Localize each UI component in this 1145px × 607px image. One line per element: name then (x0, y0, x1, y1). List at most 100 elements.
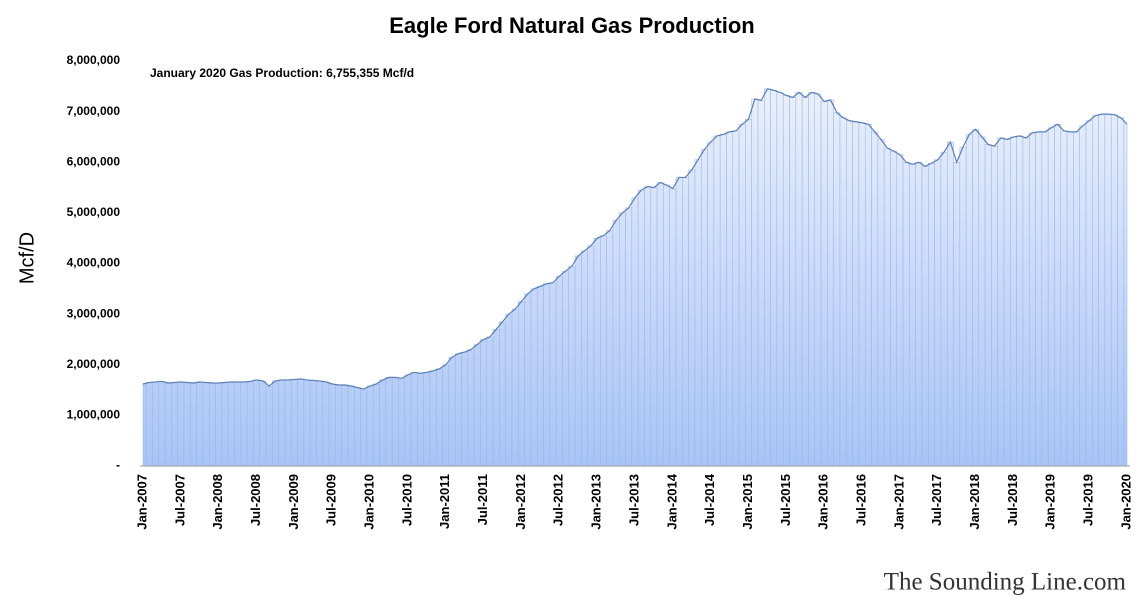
area-column (827, 99, 834, 467)
area-column (240, 381, 248, 467)
area-column (1104, 113, 1112, 467)
x-tick-label: Jul-2018 (1005, 474, 1020, 526)
area-column (208, 382, 216, 467)
area-column (902, 162, 910, 467)
area-column (303, 379, 311, 467)
area-column (846, 120, 853, 467)
x-tick-label: Jul-2007 (172, 474, 187, 526)
area-column (290, 379, 298, 467)
area-column (171, 382, 178, 467)
area-column (612, 220, 620, 467)
area-column (360, 388, 368, 467)
area-column (637, 189, 645, 467)
area-column (417, 373, 424, 467)
area-column (309, 380, 317, 467)
area-column (625, 207, 633, 467)
area-column (732, 130, 740, 467)
area-column (316, 380, 324, 467)
area-column (272, 380, 279, 467)
area-column (164, 382, 172, 467)
area-column (322, 381, 330, 467)
area-column (770, 90, 778, 467)
x-tick-label: Jul-2008 (248, 474, 263, 526)
watermark: The Sounding Line.com (884, 569, 1127, 596)
x-tick-label: Jan-2013 (589, 474, 604, 530)
area-column (688, 169, 696, 467)
x-tick-label: Jan-2017 (891, 474, 906, 530)
area-column (1016, 135, 1024, 467)
area-column (221, 382, 229, 467)
area-column (492, 329, 500, 467)
chart-title: Eagle Ford Natural Gas Production (389, 13, 755, 38)
area-column (347, 385, 355, 467)
annotation: January 2020 Gas Production: 6,755,355 M… (150, 66, 414, 80)
x-tick-label: Jan-2008 (210, 474, 225, 530)
area-column (234, 381, 242, 467)
area-column (1035, 131, 1043, 467)
area-column (997, 137, 1005, 467)
y-tick-label: 2,000,000 (67, 357, 121, 371)
area-column (549, 282, 557, 467)
x-tick-label: Jan-2014 (664, 473, 679, 529)
area-column (142, 383, 147, 467)
area-column (991, 145, 998, 467)
area-column (1085, 120, 1093, 467)
area-column (682, 177, 689, 467)
area-column (915, 162, 923, 467)
area-column (631, 197, 639, 467)
area-column (965, 134, 973, 467)
area-column (1079, 125, 1087, 467)
area-column (215, 382, 223, 467)
x-tick-label: Jul-2011 (475, 474, 490, 525)
area-column (196, 381, 204, 467)
area-column (946, 141, 954, 467)
area-column (379, 379, 387, 467)
x-tick-label: Jan-2016 (816, 474, 831, 530)
area-column (1010, 136, 1017, 467)
area-column (814, 93, 822, 467)
x-tick-label: Jul-2009 (324, 474, 339, 526)
area-column (934, 159, 942, 467)
area-column (259, 380, 267, 467)
area-column (177, 381, 185, 467)
area-column (524, 293, 532, 467)
area-column (972, 129, 980, 467)
area-column (751, 98, 759, 467)
area-column (675, 177, 683, 467)
area-column (480, 339, 488, 467)
area-column (1003, 139, 1011, 467)
y-tick-label: 8,000,000 (67, 53, 121, 67)
y-tick-label: 4,000,000 (67, 256, 121, 270)
area-column (1054, 124, 1062, 467)
x-tick-label: Jul-2014 (702, 473, 717, 526)
area-column (461, 351, 469, 467)
area-column (808, 92, 816, 467)
x-tick-label: Jan-2007 (134, 474, 149, 530)
area-column (726, 131, 734, 467)
area-column (366, 385, 374, 467)
area-column (499, 321, 506, 467)
x-tick-label: Jul-2013 (626, 474, 641, 526)
area-column (707, 141, 715, 467)
area-column (328, 383, 336, 467)
area-column (1110, 114, 1118, 467)
area-column (896, 154, 904, 467)
area-column (795, 92, 803, 467)
area-column (656, 182, 664, 467)
area-column (448, 356, 456, 467)
x-tick-label: Jul-2019 (1081, 474, 1096, 526)
area-column (372, 383, 380, 467)
area-column (227, 381, 235, 467)
area-column (669, 188, 677, 467)
area-column (644, 186, 652, 467)
area-column (883, 147, 891, 467)
area-column (978, 136, 986, 467)
area-column (1041, 131, 1049, 467)
area-column (253, 379, 260, 467)
area-column (757, 100, 765, 467)
area-column (385, 377, 393, 467)
area-column (284, 379, 292, 467)
area-column (890, 150, 898, 467)
area-column (574, 255, 582, 467)
